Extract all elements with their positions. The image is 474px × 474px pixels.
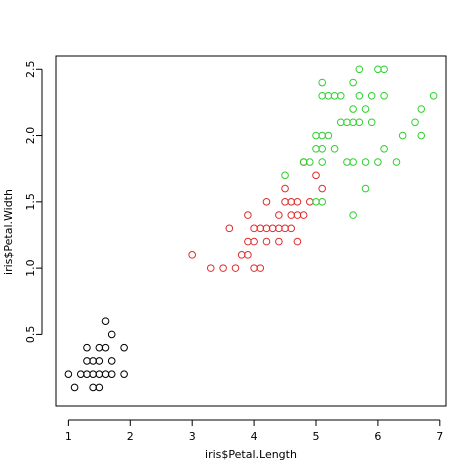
data-point <box>361 105 370 113</box>
data-point <box>275 211 283 219</box>
x-tick-label: 5 <box>313 430 320 443</box>
x-tick-label: 2 <box>127 430 134 443</box>
y-axis-label: iris$Petal.Width <box>2 189 15 275</box>
points-layer <box>64 65 438 392</box>
data-point <box>293 198 302 206</box>
data-point <box>318 158 326 166</box>
series-1 <box>64 317 128 392</box>
data-point <box>95 383 104 392</box>
data-point <box>318 198 326 206</box>
data-point <box>349 105 357 113</box>
data-point <box>107 370 116 378</box>
plot-frame <box>55 55 447 407</box>
data-point <box>281 171 289 180</box>
data-point <box>231 264 240 272</box>
data-point <box>392 158 401 166</box>
data-point <box>367 91 376 100</box>
data-point <box>361 184 370 193</box>
data-point <box>206 264 215 272</box>
data-point <box>101 343 110 352</box>
data-point <box>250 237 258 246</box>
data-point <box>120 343 128 352</box>
data-point <box>411 118 419 127</box>
data-point <box>380 65 388 74</box>
data-point <box>244 251 252 259</box>
x-tick-label: 3 <box>189 430 196 443</box>
data-point <box>244 211 252 219</box>
data-point <box>349 78 357 87</box>
data-point <box>417 131 426 140</box>
data-point <box>83 343 91 352</box>
data-point <box>299 211 308 219</box>
data-point <box>318 145 326 153</box>
y-axis: 0.5 1.0 1.5 2.0 2.5 <box>24 61 43 344</box>
data-point <box>324 131 333 140</box>
data-point <box>262 198 271 206</box>
data-point <box>380 91 388 100</box>
data-point <box>417 105 426 113</box>
data-point <box>349 158 357 166</box>
data-point <box>225 224 234 233</box>
x-axis: 1 2 3 4 5 6 7 <box>65 419 443 443</box>
x-tick-label: 6 <box>374 430 381 443</box>
data-point <box>355 91 364 100</box>
data-point <box>281 184 289 193</box>
y-tick-label: 2.0 <box>24 127 37 145</box>
x-tick-label: 7 <box>436 430 443 443</box>
data-point <box>336 91 345 100</box>
data-point <box>398 131 407 140</box>
data-point <box>275 237 283 246</box>
data-point <box>287 224 296 233</box>
data-point <box>101 317 110 325</box>
data-point <box>262 237 271 246</box>
data-point <box>355 65 364 74</box>
data-point <box>380 145 388 153</box>
data-point <box>318 78 326 87</box>
y-tick-label: 0.5 <box>24 326 37 344</box>
data-point <box>256 264 265 272</box>
data-point <box>367 118 376 127</box>
x-axis-label: iris$Petal.Length <box>205 448 297 461</box>
data-point <box>355 118 364 127</box>
data-point <box>318 184 326 193</box>
data-point <box>95 357 104 365</box>
data-point <box>306 158 314 166</box>
data-point <box>293 237 302 246</box>
series-3 <box>281 65 438 219</box>
data-point <box>312 171 320 180</box>
data-point <box>374 158 382 166</box>
y-tick-label: 1.5 <box>24 193 37 211</box>
data-point <box>361 158 370 166</box>
data-point <box>219 264 227 272</box>
y-tick-label: 2.5 <box>24 61 37 79</box>
x-tick-label: 4 <box>251 430 258 443</box>
data-point <box>107 330 116 339</box>
data-point <box>64 370 73 378</box>
y-tick-label: 1.0 <box>24 259 37 277</box>
data-point <box>188 251 196 259</box>
data-point <box>330 145 339 153</box>
data-point <box>70 383 79 392</box>
data-point <box>107 357 116 365</box>
data-point <box>429 91 438 100</box>
data-point <box>120 370 128 378</box>
x-tick-label: 1 <box>65 430 72 443</box>
data-point <box>349 211 357 219</box>
